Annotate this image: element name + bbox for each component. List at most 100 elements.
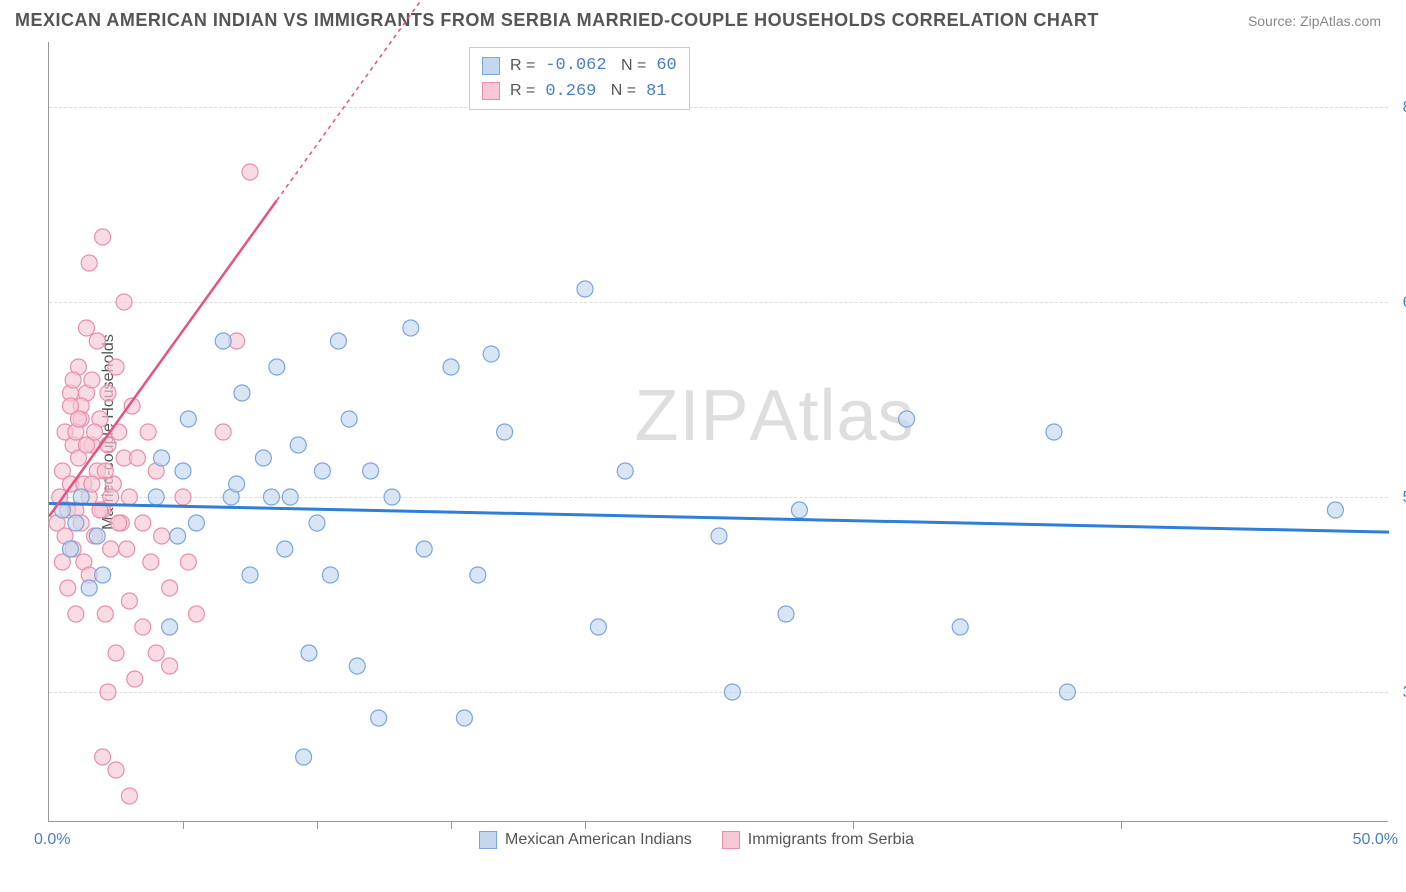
data-point xyxy=(65,372,81,388)
data-point xyxy=(778,606,794,622)
data-point xyxy=(68,515,84,531)
data-point xyxy=(180,554,196,570)
y-tick-label: 80.0% xyxy=(1403,99,1406,117)
data-point xyxy=(577,281,593,297)
data-point xyxy=(100,684,116,700)
data-point xyxy=(952,619,968,635)
data-point xyxy=(95,567,111,583)
data-point xyxy=(371,710,387,726)
x-tick xyxy=(451,821,452,829)
data-point xyxy=(100,437,116,453)
chart-title: MEXICAN AMERICAN INDIAN VS IMMIGRANTS FR… xyxy=(15,10,1099,31)
data-point xyxy=(269,359,285,375)
data-point xyxy=(309,515,325,531)
legend-item: Mexican American Indians xyxy=(479,831,692,849)
data-point xyxy=(341,411,357,427)
data-point xyxy=(143,554,159,570)
data-point xyxy=(81,255,97,271)
data-point xyxy=(154,450,170,466)
data-point xyxy=(363,463,379,479)
data-point xyxy=(277,541,293,557)
data-point xyxy=(103,541,119,557)
data-point xyxy=(60,580,76,596)
legend-swatch xyxy=(479,831,497,849)
data-point xyxy=(97,606,113,622)
data-point xyxy=(483,346,499,362)
data-point xyxy=(121,593,137,609)
legend-swatch xyxy=(482,82,500,100)
series-legend: Mexican American Indians Immigrants from … xyxy=(479,831,914,849)
data-point xyxy=(121,788,137,804)
data-point xyxy=(116,294,132,310)
data-point xyxy=(456,710,472,726)
data-point xyxy=(215,424,231,440)
data-point xyxy=(263,489,279,505)
data-point xyxy=(62,541,78,557)
data-point xyxy=(87,424,103,440)
data-point xyxy=(791,502,807,518)
data-point xyxy=(188,606,204,622)
data-point xyxy=(899,411,915,427)
x-tick xyxy=(1121,821,1122,829)
data-point xyxy=(79,320,95,336)
data-point xyxy=(162,658,178,674)
source-label: Source: ZipAtlas.com xyxy=(1248,13,1381,29)
data-point xyxy=(108,359,124,375)
data-point xyxy=(215,333,231,349)
data-point xyxy=(84,372,100,388)
legend-n-value: 60 xyxy=(656,53,676,79)
data-point xyxy=(170,528,186,544)
correlation-legend: R = -0.062 N = 60R = 0.269 N =81 xyxy=(469,47,690,110)
data-point xyxy=(148,645,164,661)
legend-r-value: -0.062 xyxy=(545,53,606,79)
data-point xyxy=(140,424,156,440)
data-point xyxy=(119,541,135,557)
data-point xyxy=(175,463,191,479)
legend-row: R = 0.269 N =81 xyxy=(482,79,677,105)
legend-swatch xyxy=(482,57,500,75)
data-point xyxy=(180,411,196,427)
data-point xyxy=(100,385,116,401)
data-point xyxy=(111,515,127,531)
data-point xyxy=(148,489,164,505)
data-point xyxy=(301,645,317,661)
data-point xyxy=(282,489,298,505)
data-point xyxy=(162,619,178,635)
legend-n-label: N = xyxy=(606,79,636,103)
x-tick xyxy=(585,821,586,829)
data-point xyxy=(416,541,432,557)
data-point xyxy=(135,515,151,531)
y-tick-label: 35.0% xyxy=(1403,684,1406,702)
data-point xyxy=(1046,424,1062,440)
data-point xyxy=(121,489,137,505)
legend-item: Immigrants from Serbia xyxy=(722,831,914,849)
data-point xyxy=(95,229,111,245)
data-point xyxy=(229,476,245,492)
x-axis-min-label: 0.0% xyxy=(34,831,70,849)
legend-series-name: Mexican American Indians xyxy=(505,831,692,849)
data-point xyxy=(590,619,606,635)
data-point xyxy=(175,489,191,505)
legend-r-label: R = xyxy=(510,54,535,78)
data-point xyxy=(384,489,400,505)
data-point xyxy=(617,463,633,479)
legend-series-name: Immigrants from Serbia xyxy=(748,831,914,849)
data-point xyxy=(89,528,105,544)
data-point xyxy=(108,645,124,661)
x-tick xyxy=(317,821,318,829)
data-point xyxy=(470,567,486,583)
data-point xyxy=(97,463,113,479)
data-point xyxy=(443,359,459,375)
data-point xyxy=(314,463,330,479)
data-point xyxy=(70,411,86,427)
data-point xyxy=(403,320,419,336)
legend-r-label: R = xyxy=(510,79,535,103)
data-point xyxy=(84,476,100,492)
data-point xyxy=(711,528,727,544)
data-point xyxy=(135,619,151,635)
data-point xyxy=(154,528,170,544)
data-point xyxy=(724,684,740,700)
data-point xyxy=(349,658,365,674)
data-point xyxy=(188,515,204,531)
data-point xyxy=(242,567,258,583)
